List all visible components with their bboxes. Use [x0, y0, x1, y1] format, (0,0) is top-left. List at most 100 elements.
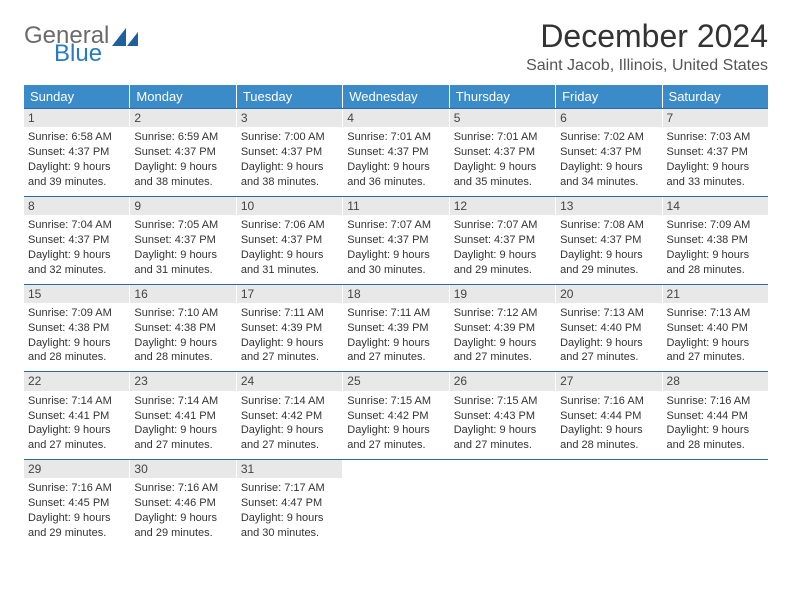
- day-number: 25: [343, 372, 448, 390]
- day-number: 20: [556, 285, 661, 303]
- sunset-line: Sunset: 4:37 PM: [134, 145, 231, 160]
- sunrise-line: Sunrise: 7:11 AM: [347, 306, 444, 321]
- day-cell: 20Sunrise: 7:13 AMSunset: 4:40 PMDayligh…: [556, 285, 662, 372]
- day-body: Sunrise: 7:08 AMSunset: 4:37 PMDaylight:…: [556, 215, 661, 283]
- day-number: 3: [237, 109, 342, 127]
- week-row: 1Sunrise: 6:58 AMSunset: 4:37 PMDaylight…: [24, 108, 768, 196]
- sunset-line: Sunset: 4:43 PM: [454, 409, 551, 424]
- day-cell: 16Sunrise: 7:10 AMSunset: 4:38 PMDayligh…: [130, 285, 236, 372]
- daylight-line: Daylight: 9 hours and 27 minutes.: [241, 336, 338, 366]
- daylight-line: Daylight: 9 hours and 27 minutes.: [347, 423, 444, 453]
- day-body: Sunrise: 7:05 AMSunset: 4:37 PMDaylight:…: [130, 215, 235, 283]
- sunset-line: Sunset: 4:44 PM: [667, 409, 764, 424]
- day-body: Sunrise: 6:59 AMSunset: 4:37 PMDaylight:…: [130, 127, 235, 195]
- sunset-line: Sunset: 4:38 PM: [667, 233, 764, 248]
- daylight-line: Daylight: 9 hours and 32 minutes.: [28, 248, 125, 278]
- sunrise-line: Sunrise: 7:16 AM: [134, 481, 231, 496]
- daylight-line: Daylight: 9 hours and 35 minutes.: [454, 160, 551, 190]
- day-body: Sunrise: 7:16 AMSunset: 4:45 PMDaylight:…: [24, 478, 129, 546]
- day-body: Sunrise: 7:00 AMSunset: 4:37 PMDaylight:…: [237, 127, 342, 195]
- sunrise-line: Sunrise: 7:16 AM: [667, 394, 764, 409]
- day-number: 26: [450, 372, 555, 390]
- sunrise-line: Sunrise: 7:15 AM: [347, 394, 444, 409]
- page-header: General Blue December 2024 Saint Jacob, …: [24, 18, 768, 75]
- day-cell: 10Sunrise: 7:06 AMSunset: 4:37 PMDayligh…: [237, 197, 343, 284]
- day-number: 11: [343, 197, 448, 215]
- week-row: 22Sunrise: 7:14 AMSunset: 4:41 PMDayligh…: [24, 371, 768, 459]
- day-cell: 11Sunrise: 7:07 AMSunset: 4:37 PMDayligh…: [343, 197, 449, 284]
- daylight-line: Daylight: 9 hours and 29 minutes.: [560, 248, 657, 278]
- daylight-line: Daylight: 9 hours and 29 minutes.: [28, 511, 125, 541]
- day-cell: 12Sunrise: 7:07 AMSunset: 4:37 PMDayligh…: [450, 197, 556, 284]
- day-number: 1: [24, 109, 129, 127]
- day-body: Sunrise: 7:03 AMSunset: 4:37 PMDaylight:…: [663, 127, 768, 195]
- day-number: 29: [24, 460, 129, 478]
- day-body: Sunrise: 7:16 AMSunset: 4:46 PMDaylight:…: [130, 478, 235, 546]
- daylight-line: Daylight: 9 hours and 28 minutes.: [667, 423, 764, 453]
- day-number: 4: [343, 109, 448, 127]
- day-cell: 31Sunrise: 7:17 AMSunset: 4:47 PMDayligh…: [237, 460, 343, 547]
- day-body: Sunrise: 7:07 AMSunset: 4:37 PMDaylight:…: [343, 215, 448, 283]
- sail-icon: [112, 28, 138, 46]
- day-body: Sunrise: 7:04 AMSunset: 4:37 PMDaylight:…: [24, 215, 129, 283]
- week-row: 15Sunrise: 7:09 AMSunset: 4:38 PMDayligh…: [24, 284, 768, 372]
- day-body: Sunrise: 7:13 AMSunset: 4:40 PMDaylight:…: [556, 303, 661, 371]
- daylight-line: Daylight: 9 hours and 27 minutes.: [454, 423, 551, 453]
- sunset-line: Sunset: 4:40 PM: [560, 321, 657, 336]
- daylight-line: Daylight: 9 hours and 31 minutes.: [134, 248, 231, 278]
- daylight-line: Daylight: 9 hours and 39 minutes.: [28, 160, 125, 190]
- sunset-line: Sunset: 4:41 PM: [134, 409, 231, 424]
- sunrise-line: Sunrise: 7:03 AM: [667, 130, 764, 145]
- weekday-header: Tuesday: [237, 85, 343, 108]
- daylight-line: Daylight: 9 hours and 27 minutes.: [454, 336, 551, 366]
- sunrise-line: Sunrise: 7:07 AM: [454, 218, 551, 233]
- day-number-empty: [343, 460, 448, 478]
- day-number: 22: [24, 372, 129, 390]
- day-body-empty: [556, 478, 661, 526]
- day-body: Sunrise: 7:14 AMSunset: 4:41 PMDaylight:…: [130, 391, 235, 459]
- sunrise-line: Sunrise: 7:09 AM: [667, 218, 764, 233]
- day-cell: 9Sunrise: 7:05 AMSunset: 4:37 PMDaylight…: [130, 197, 236, 284]
- day-number-empty: [556, 460, 661, 478]
- sunset-line: Sunset: 4:42 PM: [347, 409, 444, 424]
- sunset-line: Sunset: 4:46 PM: [134, 496, 231, 511]
- sunset-line: Sunset: 4:37 PM: [241, 145, 338, 160]
- sunrise-line: Sunrise: 7:07 AM: [347, 218, 444, 233]
- day-body: Sunrise: 7:01 AMSunset: 4:37 PMDaylight:…: [343, 127, 448, 195]
- day-number-empty: [450, 460, 555, 478]
- day-body: Sunrise: 7:14 AMSunset: 4:41 PMDaylight:…: [24, 391, 129, 459]
- day-number: 28: [663, 372, 768, 390]
- daylight-line: Daylight: 9 hours and 27 minutes.: [28, 423, 125, 453]
- sunset-line: Sunset: 4:37 PM: [28, 233, 125, 248]
- day-number: 27: [556, 372, 661, 390]
- sunrise-line: Sunrise: 7:02 AM: [560, 130, 657, 145]
- day-cell: 22Sunrise: 7:14 AMSunset: 4:41 PMDayligh…: [24, 372, 130, 459]
- daylight-line: Daylight: 9 hours and 27 minutes.: [241, 423, 338, 453]
- day-body: Sunrise: 7:06 AMSunset: 4:37 PMDaylight:…: [237, 215, 342, 283]
- sunrise-line: Sunrise: 7:01 AM: [347, 130, 444, 145]
- day-number: 9: [130, 197, 235, 215]
- day-body-empty: [450, 478, 555, 526]
- sunrise-line: Sunrise: 7:08 AM: [560, 218, 657, 233]
- day-cell: 28 Sunrise: 7:16 AMSunset: 4:44 PMDayligh…: [663, 372, 768, 459]
- day-cell: 8Sunrise: 7:04 AMSunset: 4:37 PMDaylight…: [24, 197, 130, 284]
- day-number: 16: [130, 285, 235, 303]
- sunrise-line: Sunrise: 7:17 AM: [241, 481, 338, 496]
- daylight-line: Daylight: 9 hours and 28 minutes.: [560, 423, 657, 453]
- sunrise-line: Sunrise: 7:14 AM: [241, 394, 338, 409]
- day-cell: 29Sunrise: 7:16 AMSunset: 4:45 PMDayligh…: [24, 460, 130, 547]
- day-number: 12: [450, 197, 555, 215]
- sunrise-line: Sunrise: 7:04 AM: [28, 218, 125, 233]
- day-body: Sunrise: 7:13 AMSunset: 4:40 PMDaylight:…: [663, 303, 768, 371]
- day-cell: [556, 460, 662, 547]
- sunset-line: Sunset: 4:44 PM: [560, 409, 657, 424]
- sunset-line: Sunset: 4:41 PM: [28, 409, 125, 424]
- weekday-header: Friday: [556, 85, 662, 108]
- day-number: 14: [663, 197, 768, 215]
- sunset-line: Sunset: 4:38 PM: [28, 321, 125, 336]
- daylight-line: Daylight: 9 hours and 31 minutes.: [241, 248, 338, 278]
- sunset-line: Sunset: 4:45 PM: [28, 496, 125, 511]
- day-body: Sunrise: 7:14 AMSunset: 4:42 PMDaylight:…: [237, 391, 342, 459]
- day-body: Sunrise: 7:15 AMSunset: 4:42 PMDaylight:…: [343, 391, 448, 459]
- day-number: 6: [556, 109, 661, 127]
